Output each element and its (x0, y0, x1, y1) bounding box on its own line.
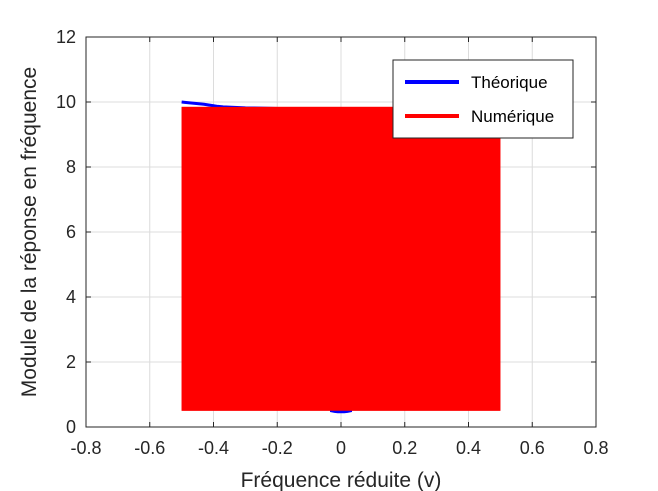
y-tick-label: 8 (66, 157, 76, 177)
y-tick-label: 0 (66, 417, 76, 437)
x-tick-label: 0.6 (520, 438, 545, 458)
legend-entry: Théorique (471, 73, 548, 92)
series-layer (181, 100, 501, 414)
x-tick-label: -0.4 (198, 438, 229, 458)
x-tick-label: 0.8 (583, 438, 608, 458)
y-tick-label: 10 (56, 92, 76, 112)
x-tick-label: -0.6 (134, 438, 165, 458)
legend-entry: Numérique (471, 107, 554, 126)
x-tick-label: 0.4 (456, 438, 481, 458)
y-tick-label: 4 (66, 287, 76, 307)
ticks: -0.8 -0.6 -0.4 -0.2 0 0.2 0.4 0.6 0.8 0 2 4 6 8 10 12 (56, 27, 609, 458)
legend: Théorique Numérique (392, 59, 574, 139)
legend-box (392, 59, 574, 139)
x-tick-label: 0 (336, 438, 346, 458)
x-tick-label: -0.8 (70, 438, 101, 458)
series-numerique-overlay (223, 106, 501, 411)
series-numerique-overlay-left (181, 106, 224, 411)
y-axis-label: Module de la réponse en fréquence (18, 67, 41, 397)
x-tick-label: -0.2 (262, 438, 293, 458)
y-tick-label: 2 (66, 352, 76, 372)
x-tick-label: 0.2 (392, 438, 417, 458)
x-axis-label: Fréquence réduite (v) (241, 469, 442, 491)
y-tick-label: 6 (66, 222, 76, 242)
y-tick-label: 12 (56, 27, 76, 47)
